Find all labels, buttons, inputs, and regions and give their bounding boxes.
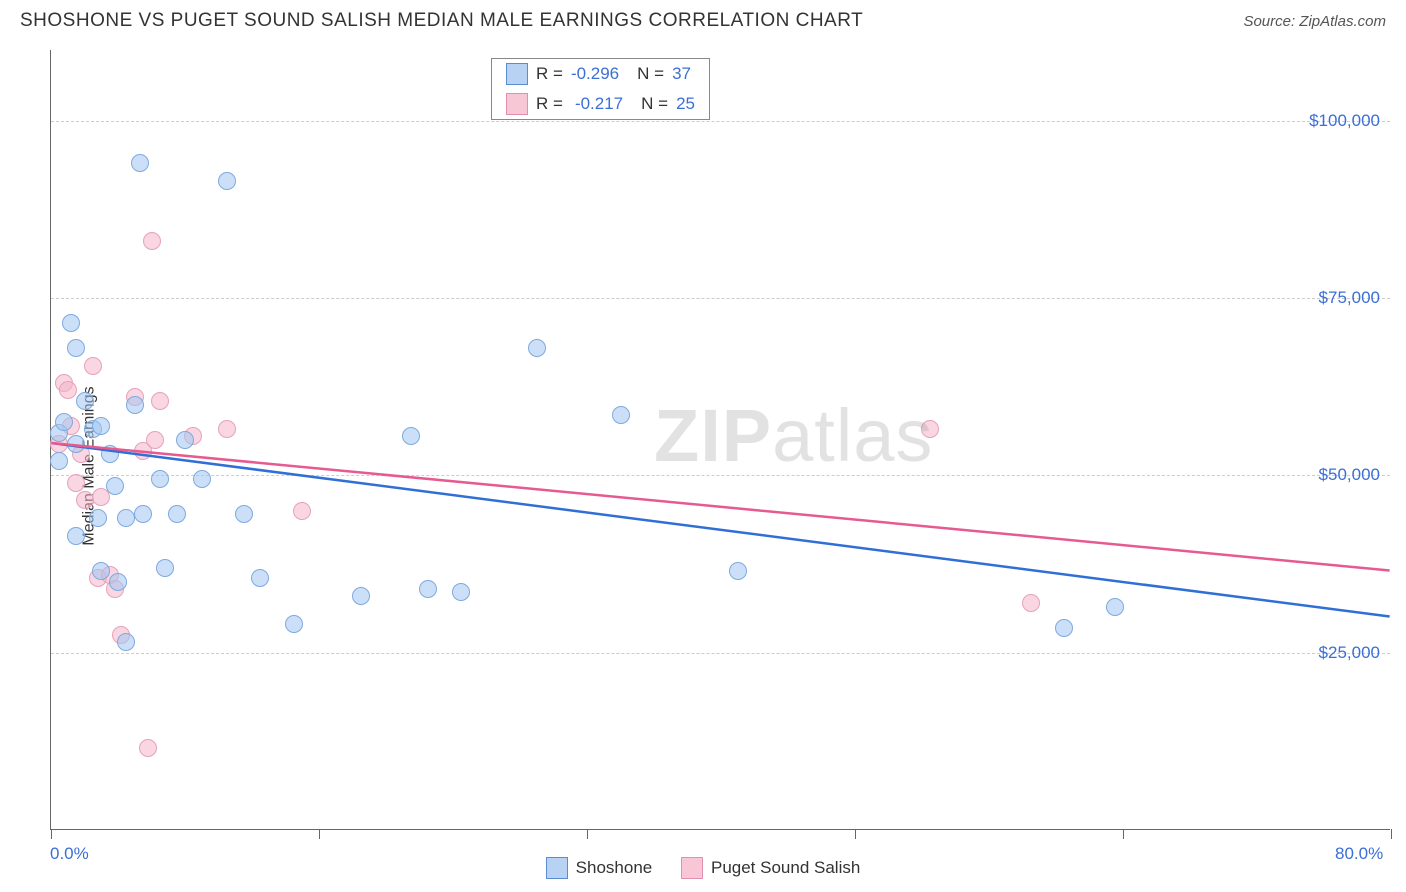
data-point-shoshone [193, 470, 211, 488]
y-tick-label: $25,000 [1319, 643, 1380, 663]
data-point-shoshone [218, 172, 236, 190]
x-tick [855, 829, 856, 839]
data-point-puget [151, 392, 169, 410]
swatch-shoshone-icon [506, 63, 528, 85]
data-point-shoshone [67, 527, 85, 545]
data-point-shoshone [109, 573, 127, 591]
data-point-shoshone [106, 477, 124, 495]
data-point-puget [218, 420, 236, 438]
x-tick [587, 829, 588, 839]
data-point-puget [1022, 594, 1040, 612]
source-attribution: Source: ZipAtlas.com [1243, 13, 1386, 30]
correlation-row-shoshone: R = -0.296 N = 37 [492, 59, 709, 89]
data-point-shoshone [1055, 619, 1073, 637]
data-point-shoshone [156, 559, 174, 577]
data-point-shoshone [352, 587, 370, 605]
gridline [51, 298, 1390, 299]
data-point-shoshone [67, 435, 85, 453]
y-tick-label: $50,000 [1319, 465, 1380, 485]
trend-lines [51, 50, 1390, 829]
x-tick [51, 829, 52, 839]
swatch-shoshone-icon [546, 857, 568, 879]
x-tick [1391, 829, 1392, 839]
legend-label-puget: Puget Sound Salish [711, 858, 860, 878]
data-point-shoshone [285, 615, 303, 633]
data-point-shoshone [55, 413, 73, 431]
data-point-puget [76, 491, 94, 509]
data-point-shoshone [528, 339, 546, 357]
data-point-shoshone [168, 505, 186, 523]
legend-label-shoshone: Shoshone [576, 858, 653, 878]
data-point-shoshone [402, 427, 420, 445]
correlation-legend: R = -0.296 N = 37 R = -0.217 N = 25 [491, 58, 710, 120]
data-point-shoshone [62, 314, 80, 332]
chart-header: SHOSHONE VS PUGET SOUND SALISH MEDIAN MA… [0, 0, 1406, 36]
data-point-puget [59, 381, 77, 399]
r-value-shoshone: -0.296 [571, 64, 619, 84]
gridline [51, 475, 1390, 476]
gridline [51, 653, 1390, 654]
r-label: R = [536, 64, 563, 84]
n-label: N = [641, 94, 668, 114]
legend-item-puget: Puget Sound Salish [681, 857, 860, 879]
data-point-shoshone [1106, 598, 1124, 616]
n-value-puget: 25 [676, 94, 695, 114]
chart-title: SHOSHONE VS PUGET SOUND SALISH MEDIAN MA… [20, 10, 863, 32]
r-value-puget: -0.217 [575, 94, 623, 114]
y-tick-label: $75,000 [1319, 288, 1380, 308]
data-point-shoshone [92, 562, 110, 580]
watermark-rest: atlas [772, 394, 933, 477]
chart-container: Median Male Earnings R = -0.296 N = 37 R… [0, 40, 1406, 892]
correlation-row-puget: R = -0.217 N = 25 [492, 89, 709, 119]
data-point-puget [67, 474, 85, 492]
data-point-shoshone [50, 452, 68, 470]
watermark: ZIPatlas [654, 393, 933, 478]
gridline [51, 121, 1390, 122]
series-legend: Shoshone Puget Sound Salish [0, 857, 1406, 884]
data-point-shoshone [419, 580, 437, 598]
data-point-shoshone [126, 396, 144, 414]
x-tick [319, 829, 320, 839]
data-point-shoshone [89, 509, 107, 527]
data-point-shoshone [612, 406, 630, 424]
plot-area: R = -0.296 N = 37 R = -0.217 N = 25 ZIPa… [50, 50, 1390, 830]
r-label: R = [536, 94, 563, 114]
x-tick [1123, 829, 1124, 839]
swatch-puget-icon [506, 93, 528, 115]
data-point-shoshone [76, 392, 94, 410]
legend-item-shoshone: Shoshone [546, 857, 653, 879]
y-tick-label: $100,000 [1309, 111, 1380, 131]
data-point-shoshone [251, 569, 269, 587]
data-point-shoshone [101, 445, 119, 463]
data-point-puget [146, 431, 164, 449]
data-point-puget [139, 739, 157, 757]
data-point-shoshone [131, 154, 149, 172]
n-label: N = [637, 64, 664, 84]
data-point-shoshone [235, 505, 253, 523]
data-point-puget [921, 420, 939, 438]
data-point-puget [84, 357, 102, 375]
data-point-shoshone [117, 633, 135, 651]
data-point-shoshone [151, 470, 169, 488]
data-point-shoshone [729, 562, 747, 580]
data-point-puget [143, 232, 161, 250]
data-point-shoshone [117, 509, 135, 527]
data-point-shoshone [176, 431, 194, 449]
data-point-shoshone [67, 339, 85, 357]
data-point-shoshone [452, 583, 470, 601]
data-point-shoshone [134, 505, 152, 523]
watermark-bold: ZIP [654, 394, 772, 477]
data-point-shoshone [92, 417, 110, 435]
swatch-puget-icon [681, 857, 703, 879]
data-point-puget [293, 502, 311, 520]
n-value-shoshone: 37 [672, 64, 691, 84]
